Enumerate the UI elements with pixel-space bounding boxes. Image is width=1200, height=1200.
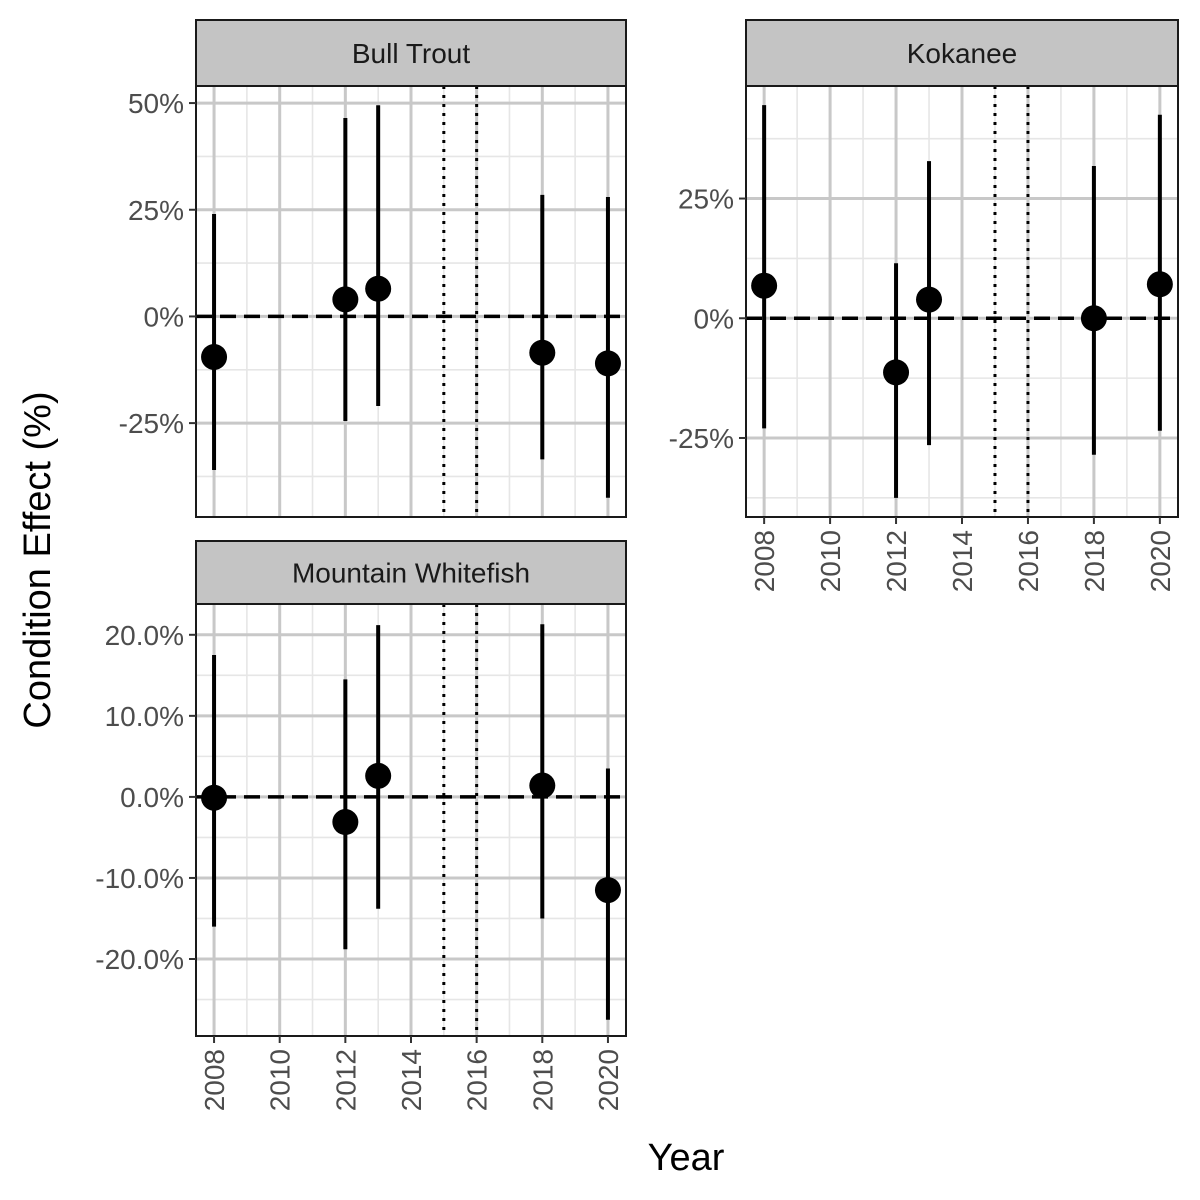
point-2008 (751, 272, 778, 299)
y-tick-label: 0% (144, 301, 184, 332)
x-tick-label: 2008 (199, 1049, 230, 1111)
point-2018 (1080, 305, 1107, 332)
strip-background (745, 19, 1179, 87)
y-tick-label: -25% (669, 423, 734, 454)
point-2013 (365, 762, 392, 789)
point-2012 (332, 286, 359, 313)
point-2008 (201, 343, 228, 370)
x-tick-label: 2012 (330, 1049, 361, 1111)
x-tick-label: 2016 (1013, 530, 1044, 592)
y-tick-label: -10.0% (95, 863, 184, 894)
x-tick-label: 2020 (1145, 530, 1176, 592)
panel-bull-trout: Bull Trout -25% 0% 25% 50% (119, 19, 627, 518)
x-tick-label: 2018 (1079, 530, 1110, 592)
x-tick-label: 2020 (593, 1049, 624, 1111)
point-2018 (529, 339, 556, 366)
y-axis-title: Condition Effect (%) (17, 391, 59, 728)
x-tick-label: 2010 (815, 530, 846, 592)
x-axis-title: Year (648, 1137, 725, 1179)
point-2020 (1146, 271, 1173, 298)
strip-label: Bull Trout (352, 38, 470, 69)
y-tick-label: 10.0% (105, 701, 184, 732)
point-2008 (201, 784, 228, 811)
y-tick-label: 0% (694, 303, 734, 334)
y-tick-label: 20.0% (105, 620, 184, 651)
strip-background (195, 19, 627, 87)
x-tick-label: 2014 (396, 1049, 427, 1111)
point-2020 (594, 877, 621, 904)
y-tick-label: 25% (128, 195, 184, 226)
point-2012 (883, 359, 910, 386)
strip-label: Mountain Whitefish (292, 558, 530, 589)
y-tick-label: 25% (678, 184, 734, 215)
x-tick-label: 2008 (749, 530, 780, 592)
y-tick-label: 50% (128, 88, 184, 119)
x-tick-label: 2010 (265, 1049, 296, 1111)
point-2018 (529, 772, 556, 799)
point-2013 (916, 286, 943, 313)
x-tick-label: 2012 (881, 530, 912, 592)
x-tick-label: 2016 (462, 1049, 493, 1111)
x-tick-label: 2018 (527, 1049, 558, 1111)
y-tick-label: -20.0% (95, 944, 184, 975)
point-2013 (365, 275, 392, 302)
y-tick-label: -25% (119, 408, 184, 439)
point-2020 (594, 350, 621, 377)
strip-background (195, 540, 627, 605)
panel-mountain-whitefish: Mountain Whitefish -20.0% -10.0% 0.0% 10.0% 2… (95, 540, 627, 1111)
x-tick-label: 2014 (947, 530, 978, 592)
point-2012 (332, 809, 359, 836)
panel-kokanee: Kokanee -25% 0% 25% 2008 2010 2012 2014 2016 2018… (669, 19, 1179, 592)
panels: Bull Trout -25% 0% 25% 50% Kokanee -25% 0% 25% 20… (95, 19, 1179, 1111)
y-tick-label: 0.0% (120, 782, 184, 813)
strip-label: Kokanee (907, 38, 1018, 69)
